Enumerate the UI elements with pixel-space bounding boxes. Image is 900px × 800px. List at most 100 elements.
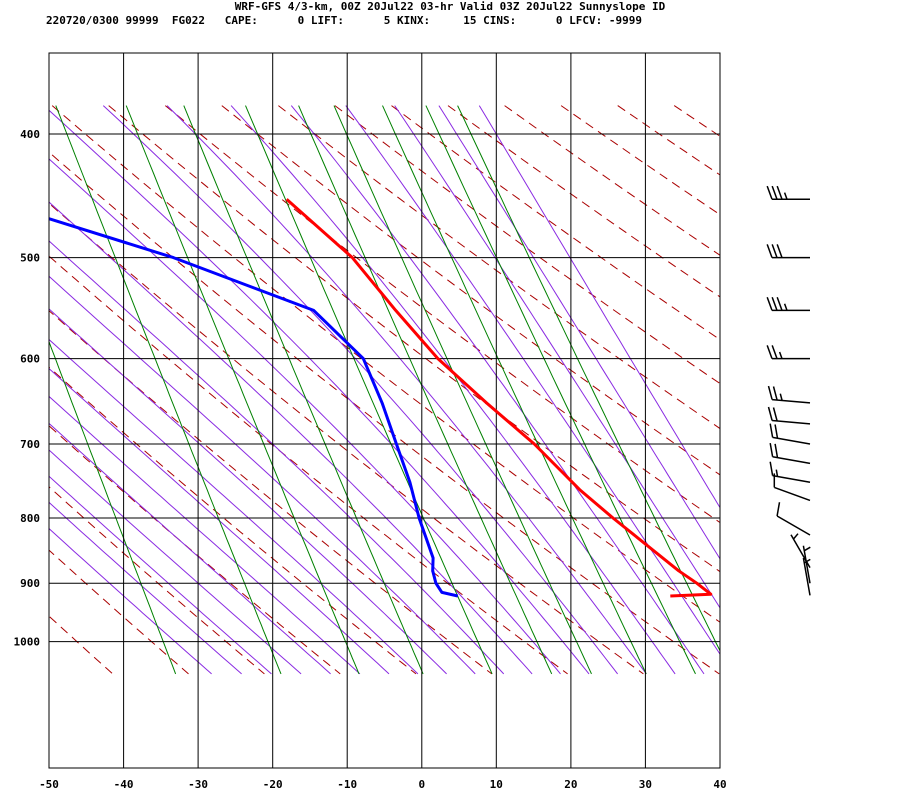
dry-adiabat: [844, 106, 900, 674]
wind-barb-flag: [778, 351, 783, 359]
wind-barb: [773, 473, 811, 502]
x-tick-label: -30: [188, 778, 208, 791]
wind-barb-flag: [766, 244, 773, 258]
wind-barb-flag: [769, 423, 774, 438]
dry-adiabat: [49, 615, 114, 675]
wind-barb-staff: [802, 557, 811, 596]
wind-barb-flag: [771, 345, 778, 359]
dry-adiabat: [731, 106, 900, 674]
dry-adiabat: [334, 105, 720, 385]
moist-adiabat: [49, 449, 302, 675]
wind-barb-staff: [802, 545, 811, 584]
dewpoint-profile: [49, 217, 459, 598]
wind-barb-flag: [776, 296, 783, 311]
wind-barb: [769, 423, 811, 445]
wind-barb-flag: [772, 407, 778, 422]
mixing-ratio-line: [425, 105, 696, 675]
wind-barb: [776, 502, 811, 536]
wind-barb-flag: [776, 502, 781, 517]
wind-barb: [802, 557, 811, 596]
stability-indices: 220720/0300 99999 FG022 CAPE: 0 LIFT: 5 …: [46, 14, 643, 27]
x-tick-label: 10: [490, 778, 503, 791]
wind-barb-flag: [779, 393, 783, 401]
x-tick-label: 30: [639, 778, 652, 791]
moist-adiabat: [49, 240, 505, 675]
wind-barb-flag: [776, 244, 783, 258]
wind-barb: [766, 244, 810, 259]
dry-adiabat: [49, 366, 417, 675]
mixing-ratio-line: [245, 105, 493, 675]
mixing-ratio-line: [333, 105, 592, 675]
plot-frame: [48, 52, 721, 769]
dry-adiabat: [49, 425, 341, 675]
dry-adiabat: [617, 105, 720, 176]
wind-barb-flag: [769, 461, 774, 476]
dry-adiabat: [221, 105, 720, 476]
moist-adiabat: [438, 105, 720, 560]
moist-adiabat: [49, 338, 419, 675]
mixing-ratio-line: [298, 105, 553, 675]
wind-barb-flag: [771, 244, 778, 258]
wind-barb-flag: [792, 533, 799, 540]
wind-barb-staff: [776, 515, 811, 536]
moist-adiabat: [49, 158, 561, 675]
dry-adiabat: [787, 106, 900, 674]
y-tick-label: 900: [20, 577, 40, 590]
wind-barb: [767, 406, 811, 425]
x-tick-label: -50: [39, 778, 59, 791]
wind-barb-flag: [771, 185, 778, 200]
y-tick-label: 800: [20, 512, 40, 525]
wind-barb: [769, 442, 811, 465]
moist-adiabat: [394, 105, 720, 609]
tick-labels: 400 500 600 700 800 900 1000 -50 -40 -30 -20 -10 0 10…: [14, 128, 727, 791]
wind-barb-staff: [774, 486, 811, 502]
wind-barb: [802, 545, 811, 584]
y-tick-label: 400: [20, 128, 40, 141]
wind-barb-flag: [803, 558, 811, 564]
plot-border: [48, 52, 721, 769]
moist-adiabat: [166, 105, 647, 675]
wind-barb-flag: [774, 424, 779, 439]
wind-barb-staff: [772, 474, 811, 483]
x-tick-label: 40: [713, 778, 726, 791]
wind-barb: [790, 533, 811, 568]
moist-adiabat: [102, 105, 618, 675]
dry-adiabat: [49, 255, 568, 675]
dry-adiabat: [108, 105, 720, 573]
dry-adiabat: [49, 549, 189, 675]
moist-adiabat: [49, 422, 331, 675]
x-tick-label: 20: [564, 778, 577, 791]
x-tick-label: -10: [337, 778, 357, 791]
wind-barb-staff: [772, 398, 811, 404]
y-tick-label: 1000: [14, 636, 41, 649]
dry-adiabat: [391, 105, 720, 341]
wind-barb: [767, 385, 811, 404]
moist-adiabat: [49, 109, 590, 675]
wind-barb-staff: [772, 436, 811, 445]
moist-adiabat: [345, 105, 720, 656]
dry-adiabat: [49, 310, 493, 675]
dry-adiabat: [164, 105, 720, 524]
y-tick-label: 700: [20, 438, 40, 451]
x-tick-label: -20: [263, 778, 283, 791]
wind-barb-flag: [783, 192, 788, 200]
dry-adiabat: [49, 486, 265, 675]
wind-barb-flag: [766, 296, 773, 311]
dry-adiabat: [49, 151, 720, 675]
moist-adiabat: [49, 367, 390, 675]
background-lines: [49, 105, 900, 675]
wind-barb-flag: [767, 406, 773, 421]
mixing-ratio-line: [55, 105, 282, 675]
temperature-profile: [285, 198, 713, 598]
grid: [48, 53, 721, 768]
wind-barb-flag: [772, 386, 778, 401]
wind-barb-flag: [771, 296, 778, 311]
moist-adiabat: [49, 501, 242, 675]
sounding-header: WRF-GFS 4/3-km, 00Z 20Jul22 03-hr Valid …: [0, 0, 900, 40]
mixing-ratio-line: [382, 105, 647, 675]
dry-adiabat: [49, 202, 644, 675]
moist-adiabat: [49, 527, 212, 675]
moist-adiabat: [49, 275, 476, 675]
wind-barb-flag: [766, 185, 773, 200]
